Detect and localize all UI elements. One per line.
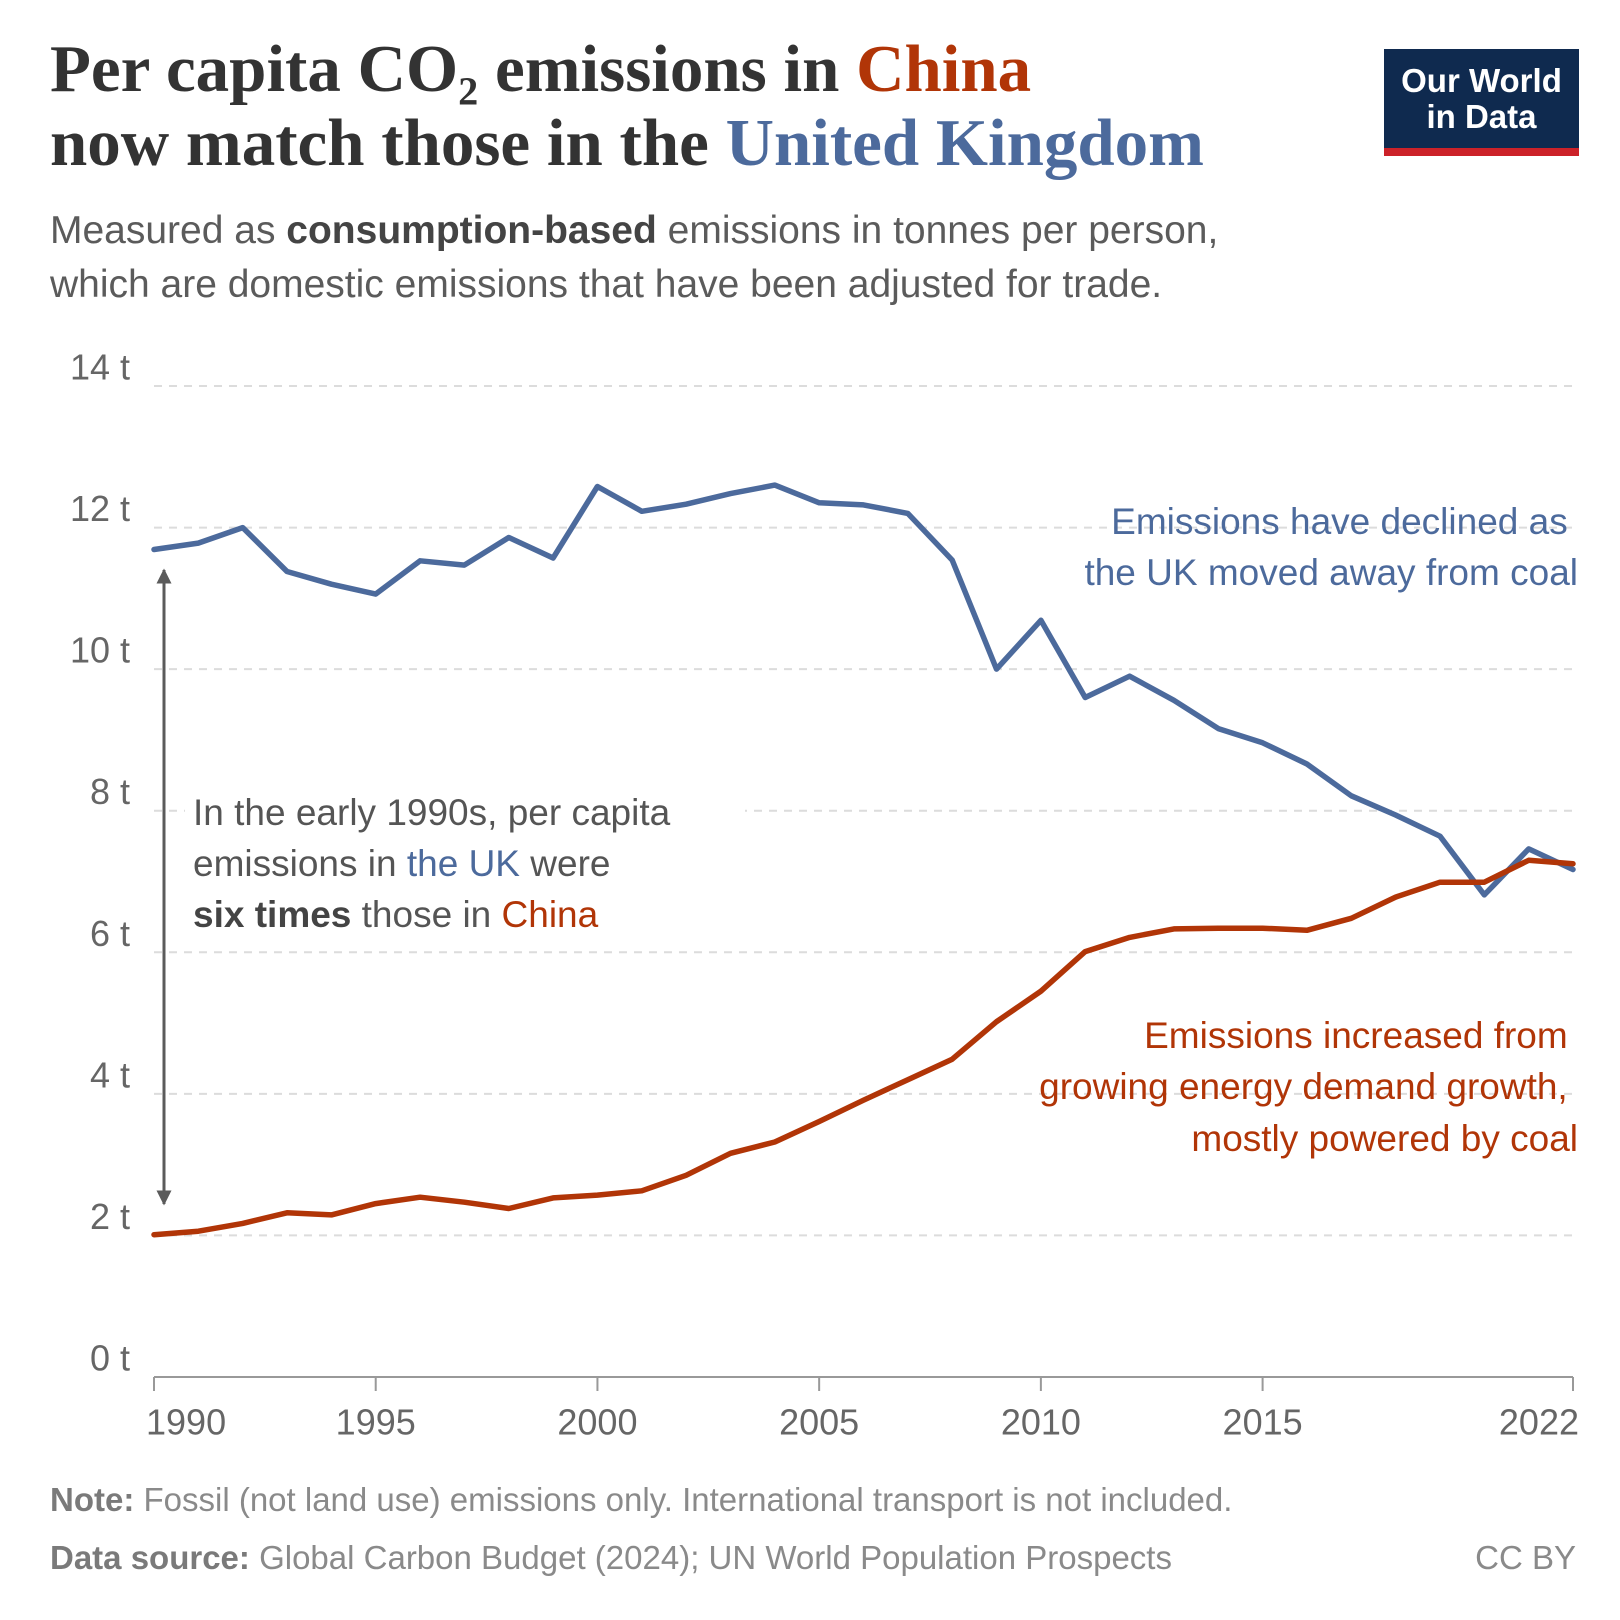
annotation-china: Emissions increased from growing energy … (1039, 1015, 1578, 1159)
annotation-line: In the early 1990s, per capita (193, 792, 671, 833)
y-tick-label: 6 t (90, 913, 130, 954)
annotation-line: Emissions have declined as (1111, 501, 1568, 542)
subtitle: Measured as consumption-based emissions … (50, 204, 1218, 312)
x-tick-label: 2022 (1499, 1402, 1579, 1443)
logo: Our World in Data (1384, 49, 1579, 156)
annotation-china-ref: China (502, 894, 599, 935)
y-tick-label: 2 t (90, 1196, 130, 1237)
annotation-line: growing energy demand growth, (1039, 1066, 1568, 1107)
title-text: now match those in the (50, 106, 709, 180)
title-line: now match those in the United Kingdom (50, 106, 1204, 180)
y-tick-label: 8 t (90, 771, 130, 812)
source-label: Data source: (50, 1539, 250, 1576)
subtitle-line: Measured as consumption-based emissions … (50, 204, 1218, 258)
x-tick-label: 1995 (336, 1402, 416, 1443)
annotation-uk: Emissions have declined as the UK moved … (1084, 501, 1578, 593)
x-tick-label: 2010 (1001, 1402, 1081, 1443)
note-label: Note: (50, 1481, 135, 1518)
annotation-line: the UK moved away from coal (1084, 552, 1578, 593)
source: Data source: Global Carbon Budget (2024)… (50, 1539, 1172, 1577)
annotation-uk-ref: the UK (407, 843, 520, 884)
annotation-text: were (529, 843, 610, 884)
subtitle-bold: consumption-based (286, 209, 657, 252)
annotation-text: those in (362, 894, 492, 935)
y-tick-label: 0 t (90, 1338, 130, 1379)
subtitle-line: which are domestic emissions that have b… (50, 263, 1163, 306)
y-tick-label: 4 t (90, 1054, 130, 1095)
annotation-text: emissions in (193, 843, 397, 884)
note: Note: Fossil (not land use) emissions on… (50, 1481, 1232, 1519)
logo-text: in Data (1426, 98, 1537, 135)
subtitle-text: emissions in tonnes per person, (667, 209, 1219, 252)
x-tick-label: 2015 (1223, 1402, 1303, 1443)
x-tick-label: 2000 (557, 1402, 637, 1443)
annotation-line: mostly powered by coal (1191, 1118, 1578, 1159)
title-text: Per capita CO₂ emissions in (50, 32, 840, 106)
series-line (151, 482, 1576, 898)
x-tick-label: 1990 (146, 1402, 226, 1443)
y-tick-label: 12 t (70, 488, 130, 529)
note-text: Fossil (not land use) emissions only. In… (143, 1481, 1233, 1518)
license: CC BY (1475, 1539, 1576, 1576)
series-line (151, 857, 1576, 1238)
annotation-bold: six times (193, 894, 351, 935)
subtitle-text: Measured as (50, 209, 276, 252)
source-text: Global Carbon Budget (2024); UN World Po… (259, 1539, 1172, 1576)
title-line: Per capita CO₂ emissions in China (50, 32, 1204, 106)
title-china: China (856, 32, 1032, 106)
logo-text: Our World (1401, 62, 1562, 99)
annotation-line: Emissions increased from (1144, 1015, 1568, 1056)
annotation-bg (185, 780, 745, 940)
title-uk: United Kingdom (725, 106, 1204, 180)
annotation-gap: In the early 1990s, per capita emissions… (193, 792, 680, 935)
plot-area: 0 t 2 t 4 t 6 t 8 t 10 t 12 t 14 t 1990 1995 2000 2… (70, 347, 1579, 1443)
y-tick-label: 10 t (70, 630, 130, 671)
y-tick-label: 14 t (70, 347, 130, 388)
x-tick-label: 2005 (779, 1402, 859, 1443)
chart-title: Per capita CO₂ emissions in China now ma… (50, 32, 1204, 180)
